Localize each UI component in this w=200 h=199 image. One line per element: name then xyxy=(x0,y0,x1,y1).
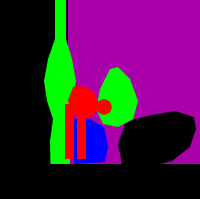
Bar xyxy=(0,0,54,39)
Polygon shape xyxy=(96,67,138,127)
Bar xyxy=(0,164,200,199)
Polygon shape xyxy=(118,111,196,167)
Bar xyxy=(68,0,200,199)
Polygon shape xyxy=(72,119,108,164)
Circle shape xyxy=(97,100,111,114)
Bar xyxy=(77,99,86,159)
Bar xyxy=(0,0,44,199)
Polygon shape xyxy=(68,86,98,117)
Bar xyxy=(65,104,74,159)
Polygon shape xyxy=(44,0,76,194)
